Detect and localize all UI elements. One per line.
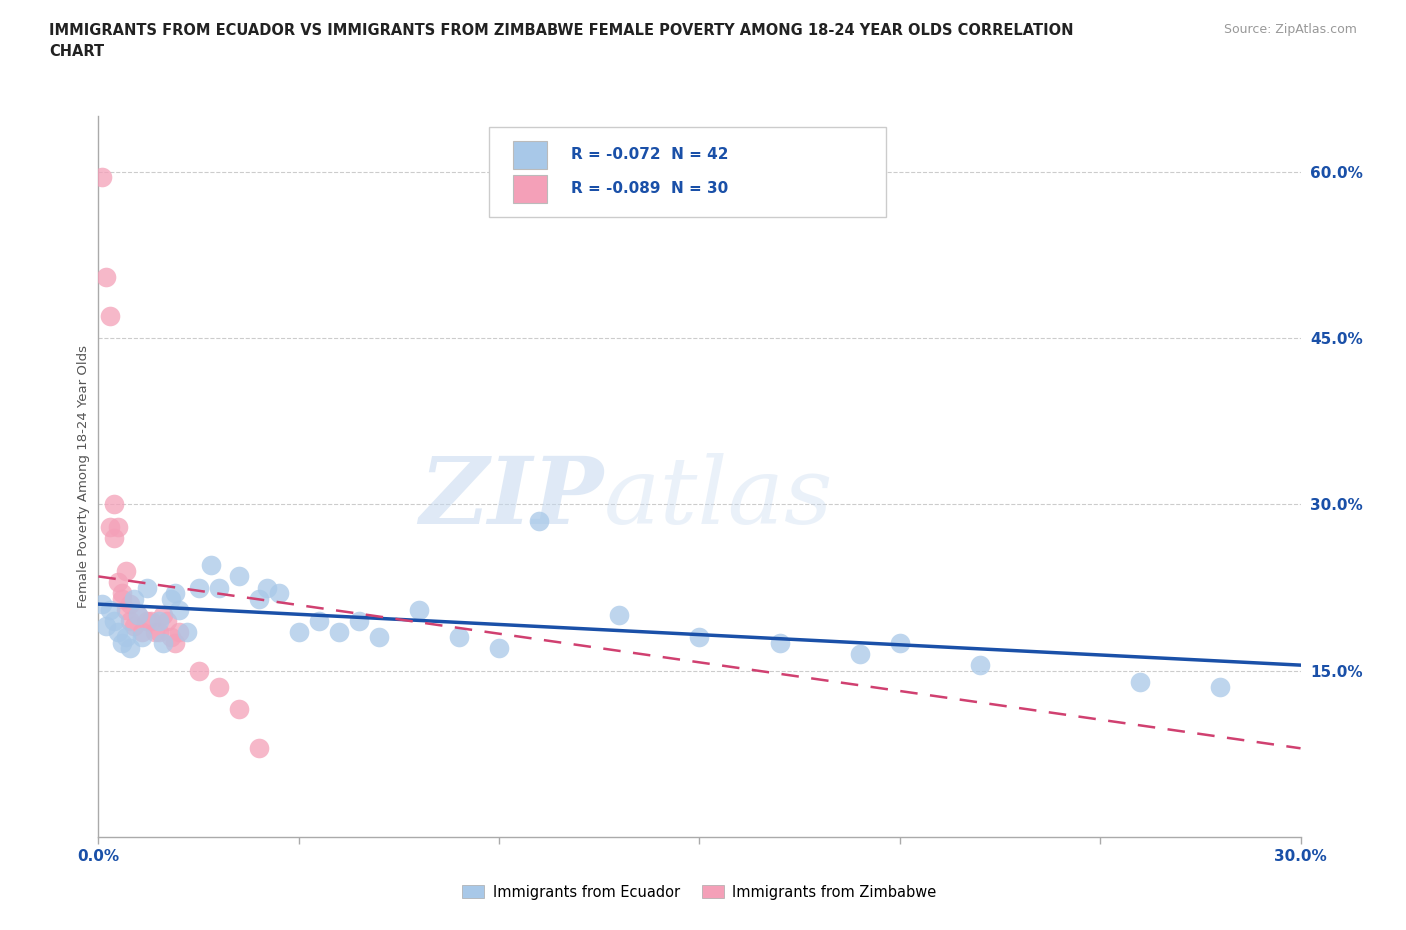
FancyBboxPatch shape — [513, 176, 547, 203]
Point — [256, 580, 278, 595]
Point — [187, 580, 209, 595]
Point — [91, 170, 114, 185]
Point — [529, 513, 551, 528]
Point — [120, 597, 142, 612]
Point — [267, 586, 290, 601]
Point — [889, 635, 911, 650]
Point — [124, 591, 146, 606]
Text: IMMIGRANTS FROM ECUADOR VS IMMIGRANTS FROM ZIMBABWE FEMALE POVERTY AMONG 18-24 Y: IMMIGRANTS FROM ECUADOR VS IMMIGRANTS FR… — [49, 23, 1074, 60]
Point — [100, 519, 122, 534]
Point — [167, 624, 190, 639]
Point — [111, 591, 134, 606]
Point — [111, 586, 134, 601]
Point — [689, 630, 711, 644]
Point — [1209, 680, 1232, 695]
Text: R = -0.089  N = 30: R = -0.089 N = 30 — [571, 180, 728, 196]
Legend: Immigrants from Ecuador, Immigrants from Zimbabwe: Immigrants from Ecuador, Immigrants from… — [457, 879, 942, 906]
Point — [128, 608, 150, 623]
Point — [120, 641, 142, 656]
Point — [135, 614, 157, 629]
Point — [849, 646, 872, 661]
Point — [308, 614, 330, 629]
Point — [159, 630, 181, 644]
Point — [176, 624, 198, 639]
Point — [103, 530, 125, 545]
Point — [152, 608, 174, 623]
Point — [148, 614, 170, 629]
Point — [228, 702, 250, 717]
Point — [187, 663, 209, 678]
Point — [96, 618, 118, 633]
Text: R = -0.072  N = 42: R = -0.072 N = 42 — [571, 147, 728, 162]
Point — [969, 658, 991, 672]
Point — [128, 608, 150, 623]
FancyBboxPatch shape — [513, 141, 547, 169]
Point — [100, 309, 122, 324]
Point — [124, 618, 146, 633]
Point — [139, 614, 162, 629]
Point — [447, 630, 470, 644]
Point — [328, 624, 350, 639]
Point — [368, 630, 391, 644]
Point — [96, 270, 118, 285]
Point — [115, 630, 138, 644]
Point — [120, 614, 142, 629]
Point — [228, 569, 250, 584]
Y-axis label: Female Poverty Among 18-24 Year Olds: Female Poverty Among 18-24 Year Olds — [77, 345, 90, 608]
Point — [200, 558, 222, 573]
Point — [131, 630, 153, 644]
Point — [107, 575, 129, 590]
Point — [143, 624, 166, 639]
Point — [111, 635, 134, 650]
Point — [288, 624, 311, 639]
Point — [408, 603, 430, 618]
Point — [107, 624, 129, 639]
Text: ZIP: ZIP — [419, 453, 603, 543]
FancyBboxPatch shape — [489, 127, 886, 218]
Point — [103, 614, 125, 629]
Point — [163, 635, 186, 650]
Point — [131, 624, 153, 639]
Point — [208, 680, 231, 695]
Point — [155, 614, 177, 629]
Point — [769, 635, 792, 650]
Point — [107, 519, 129, 534]
Point — [347, 614, 370, 629]
Point — [1129, 674, 1152, 689]
Point — [115, 603, 138, 618]
Point — [152, 635, 174, 650]
Point — [247, 591, 270, 606]
Point — [247, 741, 270, 756]
Text: Source: ZipAtlas.com: Source: ZipAtlas.com — [1223, 23, 1357, 36]
Point — [115, 564, 138, 578]
Point — [609, 608, 631, 623]
Point — [135, 580, 157, 595]
Point — [100, 603, 122, 618]
Point — [148, 624, 170, 639]
Point — [488, 641, 510, 656]
Text: atlas: atlas — [603, 453, 832, 543]
Point — [167, 603, 190, 618]
Point — [103, 497, 125, 512]
Point — [91, 597, 114, 612]
Point — [159, 591, 181, 606]
Point — [163, 586, 186, 601]
Point — [208, 580, 231, 595]
